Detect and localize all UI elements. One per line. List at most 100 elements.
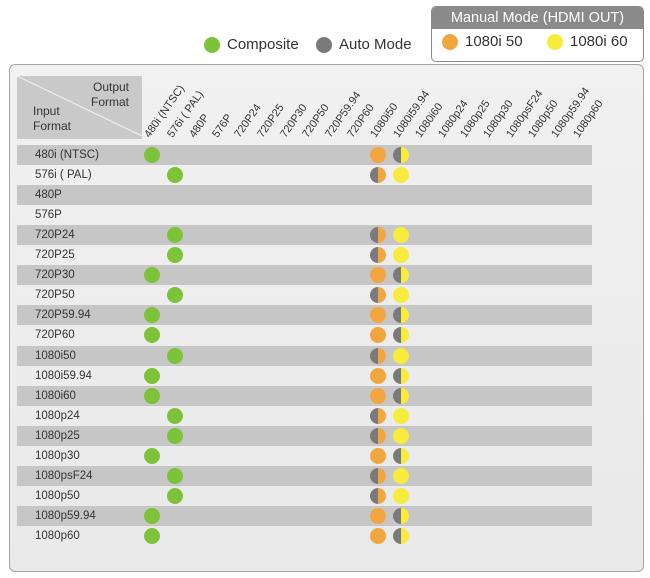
manual-1080i50-mark-icon [370,147,386,163]
table-row [17,425,592,446]
manual-mode-title: Manual Mode (HDMI OUT) [432,7,643,29]
composite-mark-icon [166,467,183,484]
manual-1080i60-mark-icon [392,407,409,424]
row-label: 1080p24 [35,409,80,422]
auto-1080i50-mark-icon [370,487,386,504]
row-label: 1080p59.94 [35,509,96,522]
composite-mark-icon [144,327,160,344]
auto-1080i60-mark-icon [392,267,409,284]
composite-mark-icon [144,387,160,404]
auto-1080i50-mark-icon [370,467,386,484]
composite-mark-icon [166,167,183,184]
table-row [17,225,592,246]
row-label: 1080p25 [35,429,80,442]
row-label: 1080i60 [35,389,76,402]
auto-1080i60-mark-icon [392,507,409,524]
auto-1080i60-mark-icon [392,527,409,544]
row-label: 480P [35,189,62,202]
manual-1080i50-mark-icon [370,307,386,324]
table-row [17,145,592,165]
auto-1080i50-mark-icon [370,407,386,424]
table-row [17,165,592,185]
legend-1080i50: 1080i 50 [442,33,523,50]
corner-diagonal-icon [17,76,142,137]
table-row [17,325,592,345]
auto-1080i50-mark-icon [370,347,386,364]
legend-auto-mode: Auto Mode [316,36,412,53]
composite-mark-icon [144,147,160,163]
table-row [17,245,592,265]
table-row [17,345,592,366]
table-corner-header: Output Format Input Format [17,76,142,139]
manual-1080i60-mark-icon [392,287,409,304]
output-label-line1: Output [92,80,130,94]
row-label: 720P24 [35,229,75,242]
legend-composite: Composite [204,36,299,53]
table-row [17,366,592,386]
yellow-dot-icon [547,33,563,50]
row-label: 720P25 [35,249,75,262]
table-row [17,406,592,426]
row-label: 720P50 [35,289,75,302]
manual-mode-legend: Manual Mode (HDMI OUT) 1080i 50 1080i 60 [431,6,644,62]
auto-1080i60-mark-icon [392,147,409,163]
composite-mark-icon [144,267,160,284]
row-label: 480i (NTSC) [35,149,99,161]
legend-1080i60: 1080i 60 [547,33,628,50]
manual-1080i60-mark-icon [392,227,409,244]
table-row [17,465,592,486]
manual-1080i50-mark-icon [370,367,386,384]
auto-1080i50-mark-icon [370,227,386,244]
composite-mark-icon [166,407,183,424]
legend-1080i60-label: 1080i 60 [570,33,628,50]
manual-1080i50-mark-icon [370,327,386,344]
composite-mark-icon [166,427,183,444]
manual-1080i60-mark-icon [392,427,409,444]
row-label: 1080i50 [35,349,76,362]
manual-1080i50-mark-icon [370,447,386,464]
row-label: 1080p30 [35,449,80,462]
manual-1080i50-mark-icon [370,527,386,544]
table-row [17,265,592,286]
manual-1080i60-mark-icon [392,467,409,484]
row-label: 1080p50 [35,489,80,502]
manual-1080i50-mark-icon [370,507,386,524]
row-label: 576P [35,209,62,222]
table-row [17,505,592,526]
row-label: 720P30 [35,269,75,282]
manual-1080i60-mark-icon [392,247,409,264]
composite-mark-icon [166,227,183,244]
composite-dot-icon [204,36,220,53]
manual-1080i60-mark-icon [392,347,409,364]
auto-1080i60-mark-icon [392,447,409,464]
manual-1080i60-mark-icon [392,167,409,184]
output-format-label: Output Format [89,80,129,110]
table-row [17,285,592,305]
composite-mark-icon [144,447,160,464]
auto-1080i50-mark-icon [370,287,386,304]
auto-1080i50-mark-icon [370,247,386,264]
manual-1080i50-mark-icon [370,387,386,404]
manual-1080i60-mark-icon [392,487,409,504]
row-label: 1080i59.94 [35,369,92,382]
row-label: 1080p60 [35,529,80,542]
manual-1080i50-mark-icon [370,267,386,284]
row-label: 720P59.94 [35,309,91,322]
legend-1080i50-label: 1080i 50 [465,33,523,50]
composite-mark-icon [166,287,183,304]
orange-dot-icon [442,33,458,50]
table-row [17,446,592,466]
composite-mark-icon [166,347,183,364]
legend-composite-label: Composite [227,36,299,53]
output-label-line2: Format [91,95,130,109]
auto-1080i60-mark-icon [392,327,409,344]
table-row [17,526,592,546]
row-label: 1080psF24 [35,469,93,482]
row-label: 576i ( PAL) [35,169,92,182]
input-label-line2: Format [33,119,72,133]
composite-mark-icon [166,247,183,264]
composite-mark-icon [144,367,160,384]
composite-mark-icon [144,307,160,324]
composite-mark-icon [144,527,160,544]
table-row [17,385,592,406]
